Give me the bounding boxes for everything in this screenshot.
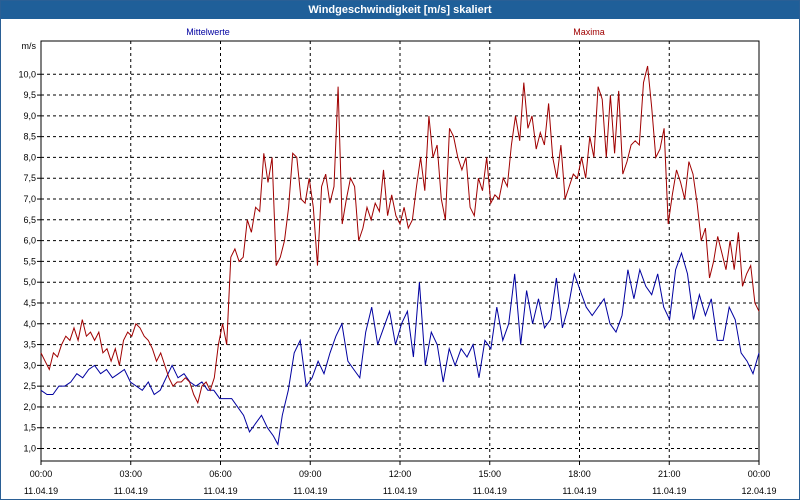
x-tick-date-label: 11.04.19 <box>24 486 58 496</box>
y-tick-label: 7,0 <box>23 194 36 204</box>
x-tick-time-label: 18:00 <box>568 469 591 479</box>
x-tick-time-label: 03:00 <box>119 469 142 479</box>
x-tick-time-label: 00:00 <box>30 469 53 479</box>
x-tick-date-label: 11.04.19 <box>293 486 327 496</box>
x-tick-date-label: 11.04.19 <box>203 486 237 496</box>
y-axis-label: m/s <box>22 41 37 51</box>
y-tick-label: 9,5 <box>23 90 36 100</box>
x-tick-date-label: 11.04.19 <box>383 486 417 496</box>
y-tick-label: 6,5 <box>23 215 36 225</box>
y-tick-label: 8,0 <box>23 152 36 162</box>
x-tick-time-label: 15:00 <box>478 469 501 479</box>
x-tick-date-label: 11.04.19 <box>114 486 148 496</box>
x-tick-time-label: 12:00 <box>389 469 412 479</box>
legend-label-maxima: Maxima <box>573 27 605 37</box>
y-tick-label: 10,0 <box>18 69 36 79</box>
y-tick-label: 7,5 <box>23 173 36 183</box>
x-tick-date-label: 11.04.19 <box>652 486 686 496</box>
y-tick-label: 4,0 <box>23 319 36 329</box>
series-line-mittelwerte <box>40 251 760 446</box>
x-tick-time-label: 00:00 <box>748 469 771 479</box>
series-line-maxima <box>40 65 760 405</box>
y-tick-label: 3,0 <box>23 360 36 370</box>
y-tick-label: 9,0 <box>23 111 36 121</box>
y-tick-label: 4,5 <box>23 298 36 308</box>
y-tick-label: 2,0 <box>23 402 36 412</box>
y-tick-label: 1,0 <box>23 444 36 454</box>
x-tick-date-label: 11.04.19 <box>562 486 596 496</box>
legend-label-mittelwerte: Mittelwerte <box>186 27 230 37</box>
y-tick-label: 1,5 <box>23 423 36 433</box>
y-tick-label: 8,5 <box>23 132 36 142</box>
x-tick-time-label: 09:00 <box>299 469 322 479</box>
y-tick-label: 2,5 <box>23 381 36 391</box>
x-tick-date-label: 12.04.19 <box>741 486 776 496</box>
y-tick-label: 5,0 <box>23 277 36 287</box>
x-tick-time-label: 06:00 <box>209 469 232 479</box>
x-tick-time-label: 21:00 <box>658 469 681 479</box>
y-tick-label: 3,5 <box>23 340 36 350</box>
y-tick-label: 6,0 <box>23 236 36 246</box>
y-tick-label: 5,5 <box>23 256 36 266</box>
window-title: Windgeschwindigkeit [m/s] skaliert <box>1 1 799 19</box>
x-tick-date-label: 11.04.19 <box>473 486 507 496</box>
